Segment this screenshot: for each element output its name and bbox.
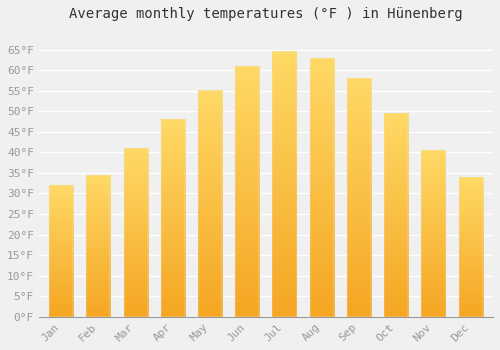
Bar <box>272 52 296 317</box>
Bar <box>458 177 483 317</box>
Bar <box>160 119 185 317</box>
Bar <box>384 113 408 317</box>
Bar <box>347 78 371 317</box>
Bar <box>198 91 222 317</box>
Bar <box>49 185 73 317</box>
Bar <box>235 66 260 317</box>
Bar <box>86 175 110 317</box>
Bar <box>310 58 334 317</box>
Bar <box>124 148 148 317</box>
Bar <box>422 150 446 317</box>
Title: Average monthly temperatures (°F ) in Hünenberg: Average monthly temperatures (°F ) in Hü… <box>69 7 462 21</box>
